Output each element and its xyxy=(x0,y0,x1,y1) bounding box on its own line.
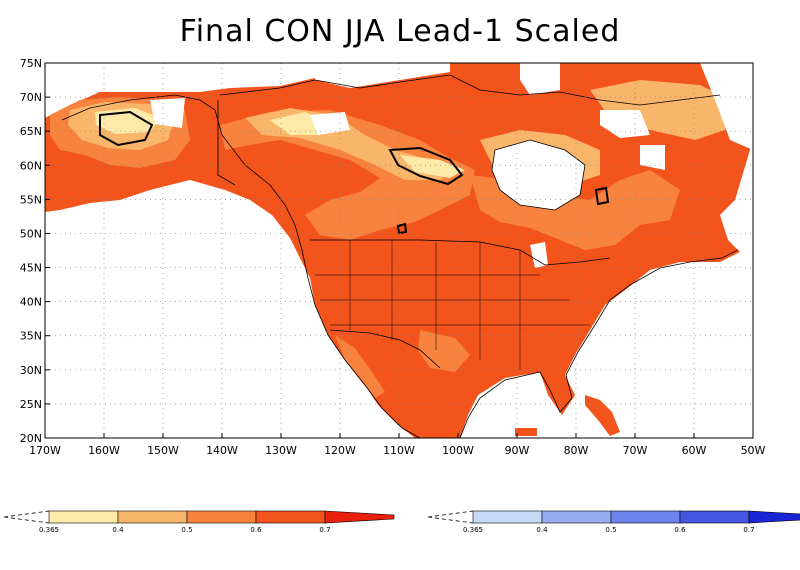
us-state-lines xyxy=(315,240,590,370)
shade-pale-nwt xyxy=(400,155,465,178)
colorbar-swatch xyxy=(541,510,612,524)
lat-tick-label: 20N xyxy=(20,432,42,445)
lat-tick-label: 65N xyxy=(20,125,42,138)
lon-tick-label: 120W xyxy=(324,444,356,457)
shade-mid-texas xyxy=(418,330,470,372)
colorbar-label: 0.4 xyxy=(112,526,124,534)
lat-tick-label: 30N xyxy=(20,364,42,377)
lon-tick-label: 90W xyxy=(505,444,530,457)
colorbar-label: 0.6 xyxy=(674,526,686,534)
colorbar-extension-left xyxy=(3,510,50,524)
contour-alaska xyxy=(99,110,154,147)
colorbar-swatch xyxy=(117,510,188,524)
colorbar-cool: 0.365 0.4 0.5 0.6 0.7 xyxy=(427,510,800,534)
lat-tick-label: 45N xyxy=(20,262,42,275)
colorbar-label: 0.5 xyxy=(181,526,192,534)
lon-tick-label: 140W xyxy=(206,444,238,457)
map-title: Final CON JJA Lead-1 Scaled xyxy=(179,14,621,49)
colorbar-warm: 0.365 0.4 0.5 0.6 0.7 xyxy=(3,510,395,534)
coast-pacific xyxy=(61,94,421,438)
border-us-mexico xyxy=(329,329,441,369)
shaded-field xyxy=(45,63,753,438)
lon-tick-label: 70W xyxy=(623,444,648,457)
missing-yukon xyxy=(310,112,350,135)
colorbar-label: 0.365 xyxy=(39,526,59,534)
shade-light-northeast xyxy=(590,80,730,140)
shade-bahamas xyxy=(585,395,620,436)
colorbar-label: 0.7 xyxy=(743,526,754,534)
colorbar-swatch xyxy=(679,510,750,524)
colorbar-swatch xyxy=(472,510,543,524)
coast-arctic xyxy=(219,74,721,106)
colorbar-label: 0.365 xyxy=(463,526,483,534)
lon-tick-label: 160W xyxy=(88,444,120,457)
shade-mid-baja xyxy=(335,335,385,398)
lon-tick-label: 100W xyxy=(442,444,474,457)
missing-arctic-1 xyxy=(315,63,450,88)
lon-tick-label: 60W xyxy=(682,444,707,457)
lon-tick-label: 130W xyxy=(265,444,297,457)
lon-tick-label: 50W xyxy=(741,444,766,457)
colorbar-label: 0.7 xyxy=(319,526,330,534)
missing-arctic-2 xyxy=(520,63,560,95)
missing-hudson-bay xyxy=(492,140,585,210)
shade-mid-west-canada xyxy=(220,110,475,240)
coast-hudson xyxy=(491,139,586,211)
lat-tick-label: 50N xyxy=(20,227,42,240)
border-alaska xyxy=(217,100,236,186)
colorbar-label: 0.4 xyxy=(536,526,548,534)
shade-cuba xyxy=(515,428,537,436)
colorbar-swatch xyxy=(255,510,326,524)
lat-tick-label: 35N xyxy=(20,330,42,343)
lat-tick-label: 60N xyxy=(20,159,42,172)
colorbar-arrow xyxy=(748,510,800,524)
missing-lakes xyxy=(530,242,548,268)
contour-nwt xyxy=(388,146,464,186)
lat-tick-label: 40N xyxy=(20,296,42,309)
missing-arctic-3 xyxy=(600,110,650,138)
colorbar-swatch xyxy=(186,510,257,524)
colorbar-extension-left xyxy=(427,510,474,524)
lat-tick-label: 75N xyxy=(20,57,42,70)
colorbar-label: 0.6 xyxy=(250,526,262,534)
missing-greenland xyxy=(700,63,753,150)
border-canada-us xyxy=(310,239,611,266)
colorbar-swatch xyxy=(48,510,119,524)
contour-small-2 xyxy=(594,186,610,206)
coastlines xyxy=(61,74,739,438)
longitude-labels: 170W 160W 150W 140W 130W 120W 110W 100W 90W 80W 70… xyxy=(29,433,766,457)
latitude-labels: 75N 70N 65N 60N 55N 50N 45N 40N 35N 30N 25N 20N xyxy=(20,57,50,445)
lat-tick-label: 25N xyxy=(20,398,42,411)
missing-alaska-1 xyxy=(150,98,185,128)
lon-tick-label: 110W xyxy=(383,444,415,457)
contours xyxy=(99,110,610,235)
lat-tick-label: 70N xyxy=(20,91,42,104)
lon-tick-label: 80W xyxy=(564,444,589,457)
missing-east xyxy=(640,145,665,170)
contour-small-1 xyxy=(396,222,408,235)
colorbar-arrow xyxy=(324,510,395,524)
lat-tick-label: 55N xyxy=(20,193,42,206)
colorbar-label: 0.5 xyxy=(605,526,616,534)
colorbar-swatch xyxy=(610,510,681,524)
lon-tick-label: 150W xyxy=(147,444,179,457)
lon-tick-label: 170W xyxy=(29,444,61,457)
coast-gulf xyxy=(459,249,739,438)
